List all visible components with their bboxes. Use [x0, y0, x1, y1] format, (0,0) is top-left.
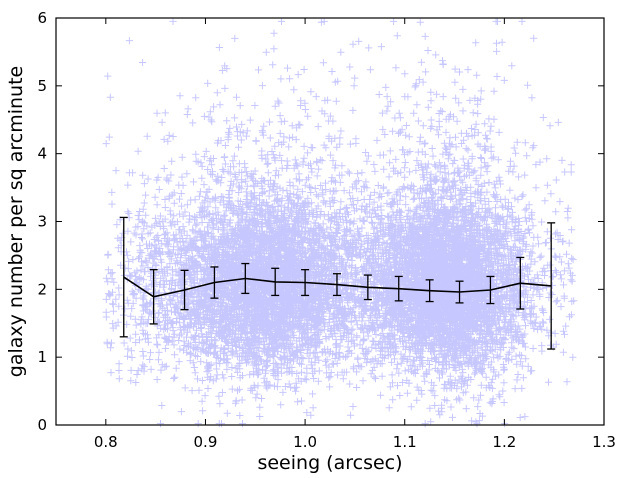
error-bar	[180, 269, 189, 311]
error-bar	[516, 256, 525, 310]
error-bar	[332, 273, 341, 297]
x-tick-label: 0.8	[94, 433, 118, 451]
error-bar	[455, 280, 464, 304]
y-tick-label: 0	[37, 416, 47, 434]
error-bar	[119, 216, 128, 338]
y-tick-label: 5	[37, 77, 47, 95]
binned-mean-series	[119, 216, 556, 350]
error-bar	[210, 266, 219, 299]
error-bar	[363, 274, 372, 301]
error-bar	[486, 275, 495, 305]
y-tick-label: 1	[37, 348, 47, 366]
error-bar	[425, 279, 434, 303]
y-axis-label: galaxy number per sq arcminute	[5, 66, 27, 377]
x-axis-label: seeing (arcsec)	[257, 452, 402, 474]
x-tick-label: 1.3	[592, 433, 616, 451]
error-bar	[394, 275, 403, 302]
error-bar	[301, 269, 310, 297]
y-tick-label: 2	[37, 280, 47, 298]
x-tick-label: 1.1	[393, 433, 417, 451]
x-tick-label: 0.9	[194, 433, 218, 451]
y-tick-label: 4	[37, 145, 47, 163]
scatter-points	[102, 17, 578, 428]
x-tick-label: 1.2	[492, 433, 516, 451]
error-bar	[547, 222, 556, 350]
error-bar	[241, 262, 250, 295]
error-bar	[271, 267, 280, 297]
axis-ticks: 0.8 0.9 1.0 1.1 1.2 1.3 0 1 2 3 4 5 6	[37, 9, 615, 451]
x-tick-label: 1.0	[293, 433, 317, 451]
scatter-marks	[102, 17, 578, 428]
y-tick-label: 3	[37, 213, 47, 231]
error-bar	[149, 269, 158, 325]
y-tick-label: 6	[37, 9, 47, 27]
